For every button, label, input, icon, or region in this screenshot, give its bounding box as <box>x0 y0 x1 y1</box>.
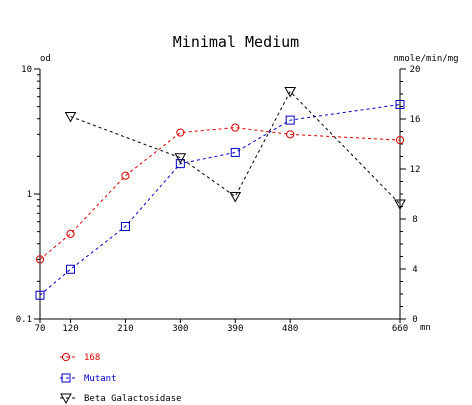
x-tick-label: 480 <box>282 324 298 334</box>
x-tick-label: 210 <box>117 324 133 334</box>
data-point <box>230 147 240 157</box>
y-right-tick-label: 16 <box>410 115 421 125</box>
data-point <box>395 99 405 109</box>
legend-item: 168 <box>60 352 100 363</box>
data-point <box>395 135 405 145</box>
y-right-tick-label: 12 <box>410 165 421 175</box>
data-point <box>285 115 295 125</box>
legend: 168 Mutant Beta Galactosidase <box>60 352 182 405</box>
x-tick-label: 390 <box>227 324 243 334</box>
plot-area <box>35 87 406 300</box>
data-point <box>66 229 75 238</box>
series-line <box>39 127 401 260</box>
axis-ticks: 70 120 210 300 390 480 660 10 1 0.1 20 16 12 8 4 0 <box>16 65 421 334</box>
series-0 <box>35 123 405 264</box>
chart-title: Minimal Medium <box>173 33 299 51</box>
data-point <box>174 153 187 164</box>
data-point <box>35 290 45 300</box>
data-point <box>66 264 76 274</box>
legend-label: Mutant <box>84 374 117 384</box>
series-line <box>70 90 401 205</box>
legend-label: Beta Galactosidase <box>84 394 182 404</box>
data-point <box>35 255 45 264</box>
y-left-tick-label: 0.1 <box>16 315 32 325</box>
series-2 <box>64 87 406 211</box>
series-line <box>39 104 401 296</box>
data-point <box>120 221 130 231</box>
data-point <box>231 123 240 132</box>
y-right-tick-label: 4 <box>412 265 417 275</box>
data-point <box>394 199 406 211</box>
data-point <box>284 87 297 98</box>
x-unit-label: mn <box>420 323 431 333</box>
y-right-unit-label: nmole/min/mg <box>393 54 458 64</box>
data-point <box>229 192 242 203</box>
y-left-unit-label: od <box>40 54 51 64</box>
x-tick-label: 660 <box>392 324 408 334</box>
legend-marker <box>61 352 71 362</box>
legend-label: 168 <box>84 353 100 363</box>
series-1 <box>35 99 405 300</box>
x-tick-label: 300 <box>172 324 188 334</box>
data-point <box>176 128 185 137</box>
legend-item: Beta Galactosidase <box>60 393 182 405</box>
x-tick-label: 120 <box>62 324 78 334</box>
data-point <box>175 159 185 169</box>
x-tick-label: 70 <box>35 324 46 334</box>
legend-marker <box>61 373 71 383</box>
data-point <box>286 130 295 139</box>
y-left-tick-label: 10 <box>21 65 32 75</box>
data-point <box>121 171 130 180</box>
legend-marker <box>60 393 72 405</box>
data-point <box>64 112 77 123</box>
y-right-tick-label: 20 <box>410 65 421 75</box>
y-right-tick-label: 0 <box>412 315 417 325</box>
y-left-tick-label: 1 <box>27 190 32 200</box>
y-right-tick-label: 8 <box>412 215 417 225</box>
legend-item: Mutant <box>60 373 117 384</box>
